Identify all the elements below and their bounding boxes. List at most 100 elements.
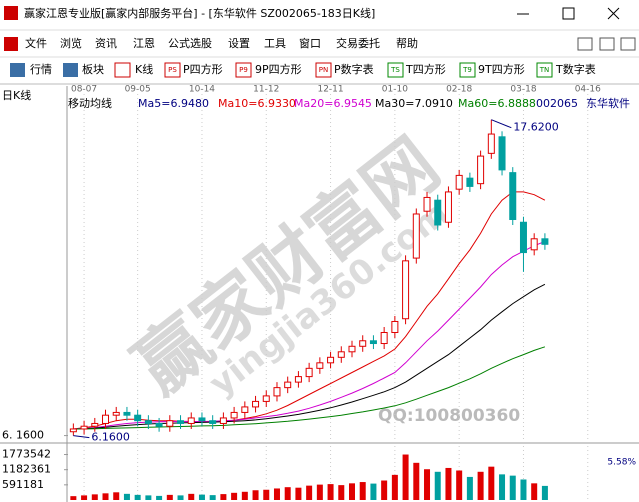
x-tick-label: 12-11 bbox=[317, 85, 343, 95]
toolbar-button[interactable]: T四方形 bbox=[405, 62, 446, 76]
volume-bar bbox=[177, 495, 184, 500]
ma-line bbox=[73, 191, 546, 430]
volume-bar bbox=[295, 487, 302, 500]
candle-body bbox=[477, 155, 485, 185]
candle-body bbox=[284, 381, 292, 389]
volume-bar bbox=[134, 494, 141, 500]
menu-item[interactable]: 窗口 bbox=[299, 36, 321, 50]
x-tick-label: 11-12 bbox=[253, 85, 279, 95]
doc-close[interactable] bbox=[620, 37, 636, 51]
volume-bar bbox=[541, 485, 548, 500]
doc-minimize[interactable] bbox=[577, 37, 593, 51]
indicator-label: 移动均线 bbox=[68, 96, 112, 110]
legend-entry: Ma20=6.9545 bbox=[294, 97, 372, 110]
close-button[interactable] bbox=[607, 7, 620, 20]
candle-body bbox=[337, 351, 345, 358]
candle-body bbox=[80, 425, 88, 430]
x-tick-label: 02-18 bbox=[446, 85, 472, 95]
toolbar-button[interactable]: 9T四方形 bbox=[478, 62, 525, 76]
x-tick-label: 01-10 bbox=[382, 85, 408, 95]
volume-bar bbox=[456, 470, 463, 500]
volume-bar bbox=[220, 494, 227, 500]
menu-item[interactable]: 交易委托 bbox=[336, 36, 380, 50]
volume-bar bbox=[156, 495, 163, 500]
annotation-pointer bbox=[491, 119, 512, 129]
window-title: 赢家江恩专业版[赢家内部服务平台] - [东华软件 SZ002065-183日K… bbox=[24, 6, 375, 20]
candle-body bbox=[294, 376, 302, 383]
ma5-label: Ma5=6.9480 bbox=[138, 97, 209, 110]
volume-bar bbox=[509, 475, 516, 500]
candle-body bbox=[219, 417, 227, 424]
candle-body bbox=[273, 387, 281, 397]
doc-restore[interactable] bbox=[599, 37, 615, 51]
candle-body bbox=[455, 174, 463, 190]
toolbar-button[interactable]: T数字表 bbox=[555, 62, 596, 76]
x-tick-label: 09-05 bbox=[125, 85, 151, 95]
toolbar-icon-text: PS bbox=[168, 66, 177, 74]
menu-item[interactable]: 公式选股 bbox=[168, 37, 212, 50]
toolbar-button[interactable]: 9P四方形 bbox=[255, 62, 302, 76]
volume-bar bbox=[338, 485, 345, 500]
candle-body bbox=[102, 414, 110, 424]
volume-tick-label: 591181 bbox=[2, 478, 44, 491]
volume-bar bbox=[252, 490, 259, 500]
x-tick-label: 08-07 bbox=[71, 85, 97, 95]
candle-body bbox=[123, 411, 131, 416]
volume-bar bbox=[263, 489, 270, 500]
volume-bar bbox=[445, 467, 452, 500]
candle-body bbox=[209, 420, 217, 424]
menu-item[interactable]: 浏览 bbox=[60, 36, 82, 50]
side-label: 5.58% bbox=[607, 458, 636, 468]
toolbar-icon bbox=[235, 62, 252, 78]
volume-bar bbox=[188, 493, 195, 500]
candle-body bbox=[230, 411, 238, 419]
menu-item[interactable]: 资讯 bbox=[95, 37, 117, 50]
candle-body bbox=[134, 414, 142, 422]
volume-bar bbox=[231, 492, 238, 500]
volume-tick-label: 1773542 bbox=[2, 448, 51, 461]
toolbar-button[interactable]: 行情 bbox=[30, 63, 52, 76]
candle-body bbox=[144, 420, 152, 424]
candle-body bbox=[262, 395, 270, 402]
ma-line bbox=[73, 241, 546, 430]
menu-item[interactable]: 设置 bbox=[228, 37, 250, 50]
candle-body bbox=[316, 362, 324, 369]
menu-item[interactable]: 文件 bbox=[25, 36, 47, 50]
toolbar-button[interactable]: P数字表 bbox=[334, 62, 374, 76]
toolbar-icon bbox=[63, 63, 78, 77]
toolbar-button[interactable]: K线 bbox=[135, 62, 153, 76]
volume-bar bbox=[166, 494, 173, 500]
toolbar-button[interactable]: 板块 bbox=[82, 62, 104, 76]
candle-body bbox=[198, 417, 206, 422]
candle-body bbox=[369, 340, 377, 345]
x-tick-label: 04-16 bbox=[575, 85, 601, 95]
maximize-button[interactable] bbox=[562, 7, 575, 20]
candle-body bbox=[530, 238, 538, 251]
candle-body bbox=[423, 196, 431, 212]
toolbar-icon-text: TS bbox=[390, 66, 400, 74]
watermark: QQ:100800360 bbox=[378, 406, 520, 426]
volume-bar bbox=[70, 496, 77, 500]
volume-bar bbox=[273, 488, 280, 500]
toolbar-icon bbox=[10, 63, 25, 77]
toolbar-icon bbox=[459, 62, 476, 78]
menu-item[interactable]: 工具 bbox=[264, 37, 286, 50]
annotation-pointer bbox=[73, 435, 90, 439]
candle-body bbox=[91, 422, 99, 427]
candle-body bbox=[166, 420, 174, 427]
ma-line bbox=[73, 346, 546, 430]
x-tick-label: 10-14 bbox=[189, 85, 215, 95]
volume-bar bbox=[381, 480, 388, 500]
toolbar-button[interactable]: P四方形 bbox=[183, 62, 223, 76]
toolbar-icon bbox=[536, 62, 553, 78]
volume-bar bbox=[81, 495, 88, 500]
menu-item[interactable]: 帮助 bbox=[396, 36, 418, 50]
volume-bar bbox=[499, 474, 506, 500]
candle-body bbox=[498, 136, 506, 171]
candle-body bbox=[69, 428, 77, 433]
menu-item[interactable]: 江恩 bbox=[133, 37, 155, 50]
annotation: 17.6200 bbox=[513, 121, 559, 134]
app-icon bbox=[4, 6, 18, 20]
volume-bar bbox=[327, 484, 334, 500]
volume-bar bbox=[488, 466, 495, 500]
